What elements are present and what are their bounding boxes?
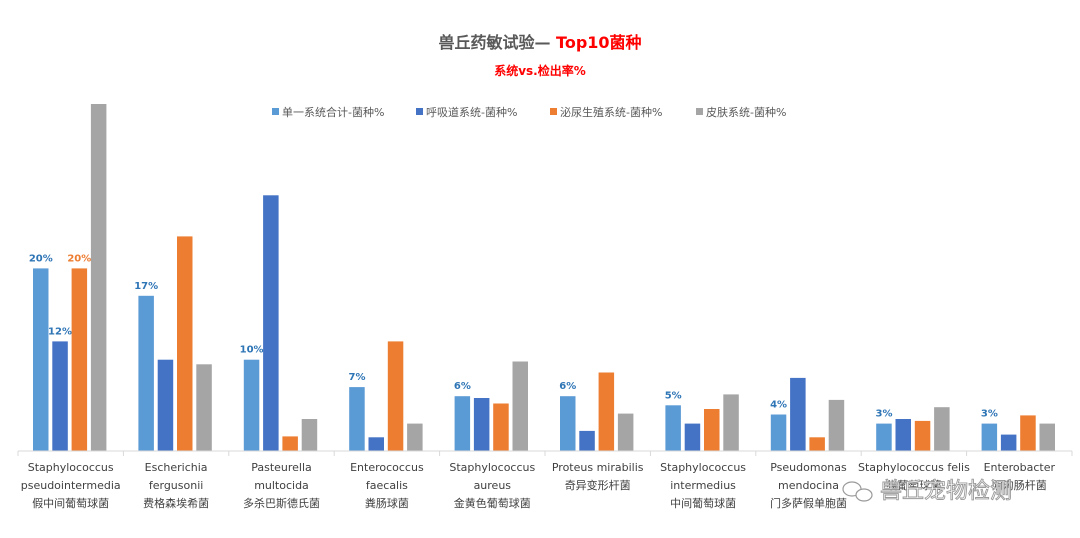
watermark: 兽丘宠物检测 bbox=[842, 479, 1012, 504]
category-label: 阴沟肠杆菌 bbox=[992, 478, 1047, 492]
bar bbox=[71, 268, 88, 451]
category-label: Escherichia bbox=[145, 461, 208, 474]
bar bbox=[349, 387, 365, 451]
data-label: 6% bbox=[454, 381, 471, 392]
legend-label: 单一系统合计-菌种% bbox=[282, 105, 384, 119]
category-label: 中间葡萄球菌 bbox=[670, 496, 736, 510]
category-label: 费格森埃希菌 bbox=[143, 496, 209, 510]
bar bbox=[704, 409, 720, 451]
bar bbox=[914, 420, 931, 451]
data-label: 6% bbox=[559, 381, 576, 392]
category-label: 金黄色葡萄球菌 bbox=[454, 496, 531, 510]
bar bbox=[177, 236, 193, 451]
wechat-icon bbox=[842, 481, 873, 502]
bar bbox=[52, 341, 68, 451]
bar bbox=[598, 372, 615, 451]
legend-swatch bbox=[550, 108, 557, 115]
bar bbox=[90, 104, 107, 451]
category-label: Pseudomonas bbox=[770, 461, 847, 474]
category-label: Enterococcus bbox=[350, 461, 424, 474]
bar bbox=[876, 423, 892, 451]
x-ticks bbox=[17, 451, 1073, 456]
bar bbox=[934, 407, 950, 451]
bar bbox=[512, 361, 528, 451]
category-label: 粪肠球菌 bbox=[365, 496, 409, 510]
category-label: Enterobacter bbox=[984, 461, 1056, 474]
legend-label: 泌尿生殖系统-菌种% bbox=[560, 105, 662, 119]
legend-swatch bbox=[416, 108, 423, 115]
category-label: Proteus mirabilis bbox=[552, 461, 644, 474]
chart-title: 兽丘药敏试验— Top10菌种 bbox=[438, 33, 641, 52]
bar bbox=[665, 405, 681, 451]
legend-swatch bbox=[272, 108, 279, 115]
bar bbox=[770, 414, 787, 451]
category-label: Staphylococcus bbox=[449, 461, 535, 474]
category-label: fergusonii bbox=[149, 479, 203, 492]
data-label: 10% bbox=[240, 345, 264, 356]
category-label: 猫葡萄球菌 bbox=[886, 478, 941, 492]
bar bbox=[282, 436, 298, 451]
bar bbox=[243, 359, 260, 451]
category-label: Staphylococcus bbox=[660, 461, 746, 474]
bar bbox=[157, 359, 174, 451]
bar bbox=[790, 377, 806, 451]
bar bbox=[809, 437, 825, 451]
bar bbox=[1039, 423, 1055, 451]
bar bbox=[617, 413, 634, 451]
legend-swatch bbox=[696, 108, 703, 115]
data-label: 3% bbox=[981, 409, 998, 420]
legend: 单一系统合计-菌种% 呼吸道系统-菌种% 泌尿生殖系统-菌种% 皮肤系统-菌种% bbox=[272, 105, 786, 119]
data-label: 17% bbox=[134, 281, 158, 292]
bar bbox=[368, 437, 384, 451]
category-label: pseudointermedia bbox=[21, 479, 121, 492]
category-label: Staphylococcus bbox=[28, 461, 114, 474]
category-label: Pasteurella bbox=[251, 461, 312, 474]
data-label: 3% bbox=[876, 409, 893, 420]
category-label: faecalis bbox=[366, 479, 408, 492]
chart-subtitle: 系统vs.检出率% bbox=[494, 63, 586, 78]
legend-label: 皮肤系统-菌种% bbox=[706, 105, 786, 119]
bar bbox=[387, 341, 404, 451]
category-label: 多杀巴斯德氏菌 bbox=[243, 496, 320, 510]
bar bbox=[1000, 434, 1017, 451]
category-label: multocida bbox=[254, 479, 309, 492]
category-label: intermedius bbox=[670, 479, 736, 492]
category-label: 门多萨假单胞菌 bbox=[770, 496, 847, 510]
data-label: 4% bbox=[770, 400, 787, 411]
bar bbox=[407, 423, 423, 451]
data-label: 20% bbox=[29, 253, 53, 264]
bar bbox=[684, 423, 701, 451]
bar bbox=[895, 419, 911, 451]
bar bbox=[196, 364, 212, 452]
bar bbox=[1020, 415, 1036, 451]
bar bbox=[579, 430, 595, 451]
bar bbox=[454, 396, 471, 451]
data-label: 5% bbox=[665, 390, 682, 401]
category-label: mendocina bbox=[778, 479, 839, 492]
bar bbox=[473, 398, 490, 451]
bar bbox=[263, 195, 279, 451]
data-label: 12% bbox=[48, 326, 72, 337]
category-labels: Staphylococcus pseudointermedia 假中间葡萄球菌 Esc… bbox=[21, 461, 1056, 510]
bar bbox=[981, 423, 998, 451]
data-label: 20% bbox=[67, 253, 91, 264]
bar bbox=[301, 419, 318, 451]
bar bbox=[723, 394, 739, 451]
data-label: 7% bbox=[349, 372, 366, 383]
category-label: aureus bbox=[474, 479, 512, 492]
bar bbox=[138, 295, 154, 451]
bar bbox=[493, 403, 509, 451]
bar bbox=[33, 268, 49, 451]
legend-label: 呼吸道系统-菌种% bbox=[426, 105, 517, 119]
category-label: 假中间葡萄球菌 bbox=[32, 496, 109, 510]
bars: 20% 12% 20% 17% 10% 7% 6% 6% 5% 4% 3% 3% bbox=[29, 104, 1055, 452]
category-label: 奇异变形杆菌 bbox=[565, 478, 631, 492]
bar bbox=[828, 399, 845, 451]
bar bbox=[560, 396, 576, 451]
watermark-text: 兽丘宠物检测 bbox=[880, 479, 1012, 504]
category-label: Staphylococcus felis bbox=[858, 461, 970, 474]
